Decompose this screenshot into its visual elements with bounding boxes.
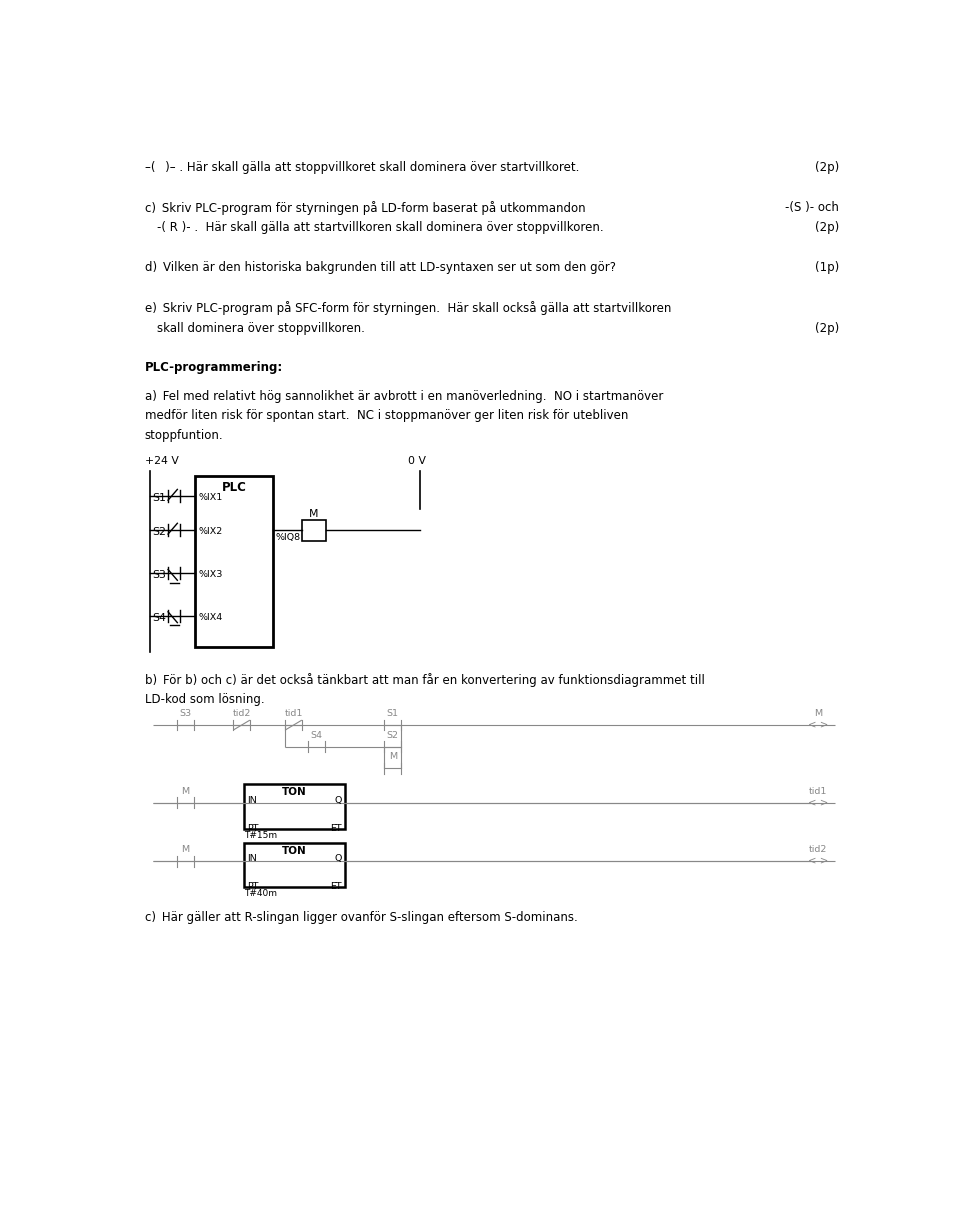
Text: d) Vilken är den historiska bakgrunden till att LD-syntaxen ser ut som den gör?: d) Vilken är den historiska bakgrunden t… bbox=[145, 262, 615, 274]
Text: TON: TON bbox=[282, 788, 307, 797]
Text: ET: ET bbox=[330, 823, 342, 833]
Text: M: M bbox=[309, 509, 319, 519]
Text: ET: ET bbox=[330, 882, 342, 892]
Text: e) Skriv PLC-program på SFC-form för styrningen.  Här skall också gälla att star: e) Skriv PLC-program på SFC-form för sty… bbox=[145, 302, 671, 316]
Text: c) Skriv PLC-program för styrningen på LD-form baserat på utkommandon: c) Skriv PLC-program för styrningen på L… bbox=[145, 201, 586, 214]
Text: –(  )– . Här skall gälla att stoppvillkoret skall dominera över startvillkoret.: –( )– . Här skall gälla att stoppvillkor… bbox=[145, 160, 579, 174]
Text: T#15m: T#15m bbox=[244, 830, 277, 839]
Text: tid1: tid1 bbox=[284, 709, 302, 718]
Text: < >: < > bbox=[808, 856, 828, 866]
Text: < >: < > bbox=[808, 797, 828, 808]
Bar bbox=[244, 784, 345, 829]
Text: c) Här gäller att R-slingan ligger ovanför S-slingan eftersom S-dominans.: c) Här gäller att R-slingan ligger ovanf… bbox=[145, 911, 578, 923]
Bar bbox=[195, 476, 273, 647]
Text: a) Fel med relativt hög sannolikhet är avbrott i en manöverledning.  NO i startm: a) Fel med relativt hög sannolikhet är a… bbox=[145, 390, 663, 404]
Text: IN: IN bbox=[247, 796, 257, 805]
Text: S4: S4 bbox=[153, 613, 166, 623]
Text: -( R )- .  Här skall gälla att startvillkoren skall dominera över stoppvillkoren: -( R )- . Här skall gälla att startvillk… bbox=[157, 221, 604, 235]
Text: S1: S1 bbox=[153, 493, 166, 503]
Text: b) För b) och c) är det också tänkbart att man får en konvertering av funktionsd: b) För b) och c) är det också tänkbart a… bbox=[145, 674, 705, 687]
Text: tid1: tid1 bbox=[809, 786, 828, 796]
Text: S2: S2 bbox=[153, 527, 166, 537]
Text: (2p): (2p) bbox=[815, 221, 839, 235]
Text: +24 V: +24 V bbox=[145, 455, 179, 466]
Text: %IX4: %IX4 bbox=[199, 613, 223, 621]
Text: S1: S1 bbox=[387, 709, 398, 718]
Text: stoppfuntion.: stoppfuntion. bbox=[145, 428, 224, 442]
Text: < >: < > bbox=[808, 720, 828, 730]
Text: -(S )- och: -(S )- och bbox=[785, 201, 839, 214]
Text: (1p): (1p) bbox=[815, 262, 839, 274]
Text: 0 V: 0 V bbox=[408, 455, 426, 466]
Text: S2: S2 bbox=[387, 730, 398, 740]
Text: S3: S3 bbox=[153, 570, 166, 580]
Text: Q: Q bbox=[334, 855, 342, 863]
Bar bbox=[301, 520, 325, 541]
Text: %IX2: %IX2 bbox=[199, 527, 223, 536]
Text: M: M bbox=[181, 786, 189, 796]
Text: PLC: PLC bbox=[222, 481, 247, 494]
Text: (2p): (2p) bbox=[815, 160, 839, 174]
Text: Q: Q bbox=[334, 796, 342, 805]
Text: medför liten risk för spontan start.  NC i stoppmanöver ger liten risk för utebl: medför liten risk för spontan start. NC … bbox=[145, 410, 628, 422]
Text: M: M bbox=[814, 709, 823, 718]
Text: PLC-programmering:: PLC-programmering: bbox=[145, 361, 283, 374]
Text: M: M bbox=[181, 845, 189, 855]
Text: PT: PT bbox=[247, 882, 258, 892]
Bar bbox=[244, 843, 345, 888]
Text: TON: TON bbox=[282, 846, 307, 856]
Text: T#40m: T#40m bbox=[244, 889, 277, 898]
Text: tid2: tid2 bbox=[232, 709, 251, 718]
Text: (2p): (2p) bbox=[815, 323, 839, 335]
Text: tid2: tid2 bbox=[809, 845, 828, 855]
Text: %IX1: %IX1 bbox=[199, 493, 223, 503]
Text: %IX3: %IX3 bbox=[199, 570, 223, 580]
Text: IN: IN bbox=[247, 855, 257, 863]
Text: skall dominera över stoppvillkoren.: skall dominera över stoppvillkoren. bbox=[157, 323, 365, 335]
Text: PT: PT bbox=[247, 823, 258, 833]
Text: M: M bbox=[389, 752, 396, 761]
Text: LD-kod som lösning.: LD-kod som lösning. bbox=[145, 692, 264, 706]
Text: S4: S4 bbox=[310, 730, 322, 740]
Text: S3: S3 bbox=[179, 709, 191, 718]
Text: %IQ8: %IQ8 bbox=[275, 532, 300, 542]
